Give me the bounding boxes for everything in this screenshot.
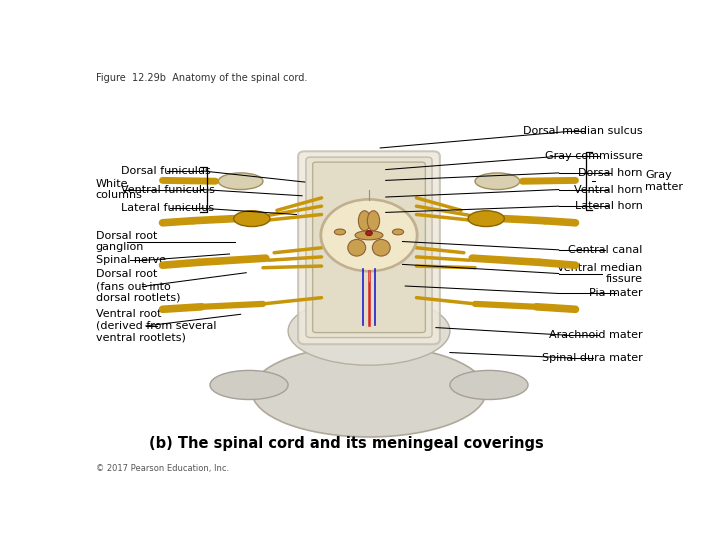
Text: Dorsal horn: Dorsal horn (578, 168, 642, 178)
Text: (b) The spinal cord and its meningeal coverings: (b) The spinal cord and its meningeal co… (148, 436, 544, 451)
Text: © 2017 Pearson Education, Inc.: © 2017 Pearson Education, Inc. (96, 464, 229, 473)
Ellipse shape (288, 296, 450, 365)
Ellipse shape (367, 211, 379, 231)
Text: Arachnoid mater: Arachnoid mater (549, 330, 642, 340)
FancyBboxPatch shape (341, 279, 397, 314)
Text: Lateral funiculus: Lateral funiculus (121, 203, 214, 213)
Text: Pia mater: Pia mater (589, 288, 642, 299)
Text: Ventral median
fissure: Ventral median fissure (557, 263, 642, 285)
Text: Ventral horn: Ventral horn (574, 185, 642, 194)
Text: Gray commissure: Gray commissure (544, 151, 642, 161)
Ellipse shape (450, 370, 528, 400)
Ellipse shape (334, 229, 346, 235)
Text: Lateral horn: Lateral horn (575, 201, 642, 211)
Ellipse shape (372, 239, 390, 256)
Ellipse shape (348, 239, 366, 256)
Circle shape (366, 231, 372, 235)
Text: White
columns: White columns (96, 179, 143, 200)
Ellipse shape (468, 211, 504, 227)
Text: Spinal nerve: Spinal nerve (96, 255, 166, 265)
Ellipse shape (252, 346, 486, 437)
FancyBboxPatch shape (306, 157, 432, 338)
FancyBboxPatch shape (312, 162, 426, 333)
Text: Dorsal root
ganglion: Dorsal root ganglion (96, 231, 157, 252)
Text: Dorsal median sulcus: Dorsal median sulcus (523, 126, 642, 136)
Circle shape (322, 200, 416, 271)
Ellipse shape (218, 173, 263, 190)
Text: Gray
matter: Gray matter (645, 171, 683, 192)
Ellipse shape (392, 229, 404, 235)
Text: Central canal: Central canal (568, 245, 642, 255)
Text: Figure  12.29b  Anatomy of the spinal cord.: Figure 12.29b Anatomy of the spinal cord… (96, 73, 307, 83)
Ellipse shape (234, 211, 270, 227)
Text: Dorsal root
(fans out into
dorsal rootlets): Dorsal root (fans out into dorsal rootle… (96, 269, 180, 302)
Text: Ventral funiculus: Ventral funiculus (121, 185, 215, 194)
FancyBboxPatch shape (298, 151, 440, 344)
Ellipse shape (210, 370, 288, 400)
Ellipse shape (359, 211, 371, 231)
Text: Ventral root
(derived from several
ventral rootlets): Ventral root (derived from several ventr… (96, 309, 216, 342)
Ellipse shape (355, 231, 383, 240)
Text: Dorsal funiculus: Dorsal funiculus (121, 166, 210, 176)
Circle shape (320, 199, 418, 272)
Ellipse shape (475, 173, 520, 190)
Text: Spinal dura mater: Spinal dura mater (541, 353, 642, 363)
